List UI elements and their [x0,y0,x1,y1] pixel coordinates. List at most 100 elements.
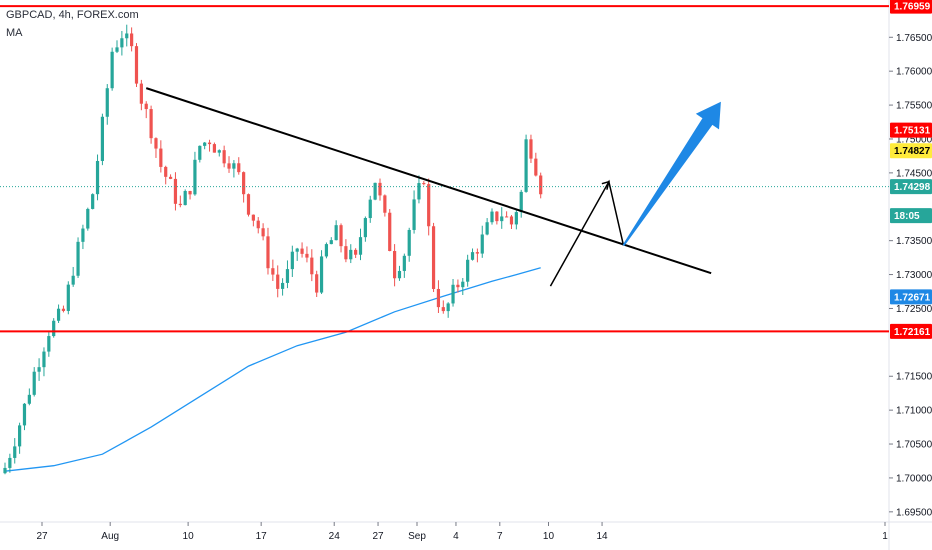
candle-down [173,178,178,204]
candle-up [397,270,402,279]
y-tick-label: 1.76500 [896,33,932,44]
candle-up [285,269,290,283]
candle-up [183,191,187,206]
candle-up [514,212,518,225]
candle-down [339,225,343,247]
candle-down [393,251,397,279]
candle-down [149,109,153,139]
candle-down [139,83,143,104]
candle-up [110,51,114,89]
projection-path[interactable] [549,179,625,287]
candle-down [61,308,66,311]
x-tick-label: 4 [453,531,459,542]
price-badge-bg [890,323,932,339]
candle-down [431,226,436,289]
price-badge[interactable]: 1.72161 [890,323,932,339]
candle-down [383,195,387,213]
candle-up [203,142,207,146]
candle-up [95,160,100,195]
candle-up [402,255,406,271]
candle-up [71,275,75,285]
time-axis: 27 Aug 10 17 24 27 Sep 4 7 10 14 1 [36,522,888,542]
candle-up [105,88,109,117]
price-badge-label: 1.75131 [894,126,931,137]
x-tick-label: 7 [497,531,503,542]
candle-down [207,142,212,145]
price-badge-label: 1.76959 [894,2,931,13]
x-tick-label: 14 [596,531,608,542]
moving-average-line [4,267,541,472]
candle-up [13,446,17,458]
indicator-label[interactable]: MA [6,27,23,39]
candle-down [422,183,426,185]
price-badge-bg [890,0,932,14]
candle-up [115,47,119,52]
candle-up [358,237,363,255]
candle-down [212,144,217,153]
candle-up [324,244,329,257]
candle-down [246,194,251,215]
price-badge-bg [890,208,932,224]
candle-down [242,172,246,195]
y-tick-label: 1.74500 [896,168,932,179]
candle-up [500,216,504,222]
candle-up [524,139,528,192]
candle-up [451,284,455,304]
candle-up [412,199,416,230]
price-badge-label: 1.72671 [894,292,931,303]
price-badge[interactable]: 1.72671 [890,289,932,305]
candle-down [427,184,431,227]
candle-down [178,203,182,206]
candle-up [446,303,450,312]
candle-down [300,248,304,254]
candle-up [22,403,27,426]
candle-up [461,281,465,288]
y-tick-label: 1.73500 [896,236,932,247]
trendline[interactable] [145,87,712,275]
price-badges-layer: 1.75131 1.74827 1.74298 18:05 1.72671 1.72161… [890,0,932,339]
y-tick-label: 1.73000 [896,270,932,281]
price-badge-bg [890,122,932,138]
candle-up [193,159,197,195]
candle-down [222,150,226,164]
candle-down [164,166,168,177]
candle-up [81,228,85,242]
symbol-title[interactable]: GBPCAD, 4h, FOREX.com [6,9,139,21]
x-tick-label: 17 [256,531,268,542]
candle-up [56,308,61,321]
price-badge-label: 1.72161 [894,327,931,338]
price-badge[interactable]: 1.75131 [890,122,932,138]
price-badge[interactable]: 1.74298 [890,179,932,195]
y-tick-label: 1.75500 [896,101,932,112]
price-badge[interactable]: 1.76959 [890,0,932,14]
candle-down [261,228,265,237]
target-arrow-shape [622,101,721,246]
price-badge[interactable]: 18:05 [890,208,932,224]
price-axis: 1.76500 1.76000 1.75500 1.75000 1.74500 1.735… [889,33,932,518]
x-tick-label: 10 [183,531,195,542]
candle-down [495,211,499,222]
price-badge-bg [890,179,932,195]
horizontal-levels-layer [0,5,889,333]
chart-legend: GBPCAD, 4h, FOREX.com MA [6,6,139,42]
candle-up [295,248,299,252]
candle-up [480,234,484,254]
candle-down [305,253,309,258]
candle-up [125,33,129,39]
candle-down [266,236,270,269]
y-tick-label: 1.76000 [896,67,932,78]
candle-down [456,284,460,288]
candle-up [18,425,22,447]
y-tick-label: 1.71000 [896,406,932,417]
price-badge[interactable]: 1.74827 [890,143,932,159]
target-arrow[interactable] [612,94,733,253]
candle-up [417,183,421,200]
price-badge-bg [890,143,932,159]
y-tick-label: 1.72500 [896,304,932,315]
candle-up [470,252,475,260]
candle-up [363,218,367,238]
candle-up [407,229,411,256]
candle-up [290,251,294,270]
